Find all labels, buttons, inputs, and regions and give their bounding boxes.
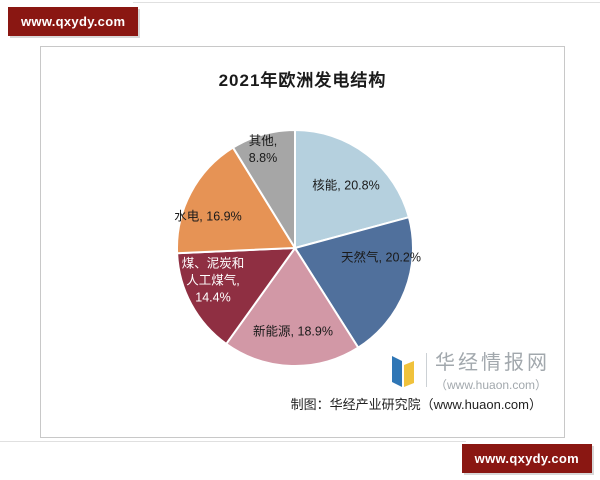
brand-divider bbox=[426, 352, 427, 387]
brand-name: 华经情报网 bbox=[435, 352, 550, 374]
watermark-text-top: www.qxydy.com bbox=[21, 14, 126, 29]
page-divider-bottom bbox=[0, 441, 466, 442]
pie-label-3: 煤、泥炭和 人工煤气, 14.4% bbox=[181, 256, 245, 305]
pie-slice-1 bbox=[293, 215, 414, 350]
chart-frame: 2021年欧洲发电结构 核能, 20.8% 天然气, 20.2% 新能源, 18.9… bbox=[40, 46, 565, 438]
pie-label-2: 新能源, 18.9% bbox=[253, 324, 333, 339]
pie-label-5: 其他, 8.8% bbox=[248, 134, 278, 165]
pie-label-0: 核能, 20.8% bbox=[312, 178, 380, 193]
chart-title: 2021年欧洲发电结构 bbox=[218, 71, 387, 90]
brand-watermark: 华经情报网 （www.huaon.com） bbox=[388, 346, 550, 393]
pie-slice-5 bbox=[231, 128, 296, 252]
pie-label-1: 天然气, 20.2% bbox=[341, 250, 421, 265]
brand-text-block: 华经情报网 （www.huaon.com） bbox=[435, 346, 550, 393]
pie-slice-4 bbox=[176, 146, 297, 255]
pie-label-4: 水电, 16.9% bbox=[174, 209, 242, 224]
watermark-text-bottom: www.qxydy.com bbox=[474, 451, 579, 466]
page-divider-top bbox=[133, 2, 600, 3]
pie-slice-3 bbox=[176, 246, 298, 346]
brand-logo-icon bbox=[392, 355, 414, 387]
pie-slice-2 bbox=[224, 246, 360, 367]
chart-caption: 制图：华经产业研究院（www.huaon.com） bbox=[290, 397, 542, 412]
pie-chart bbox=[176, 128, 414, 367]
watermark-box-bottom-right: www.qxydy.com bbox=[461, 444, 592, 473]
brand-url: （www.huaon.com） bbox=[435, 378, 548, 392]
pie-slice-0 bbox=[294, 128, 411, 250]
watermark-box-top-left: www.qxydy.com bbox=[8, 7, 139, 36]
